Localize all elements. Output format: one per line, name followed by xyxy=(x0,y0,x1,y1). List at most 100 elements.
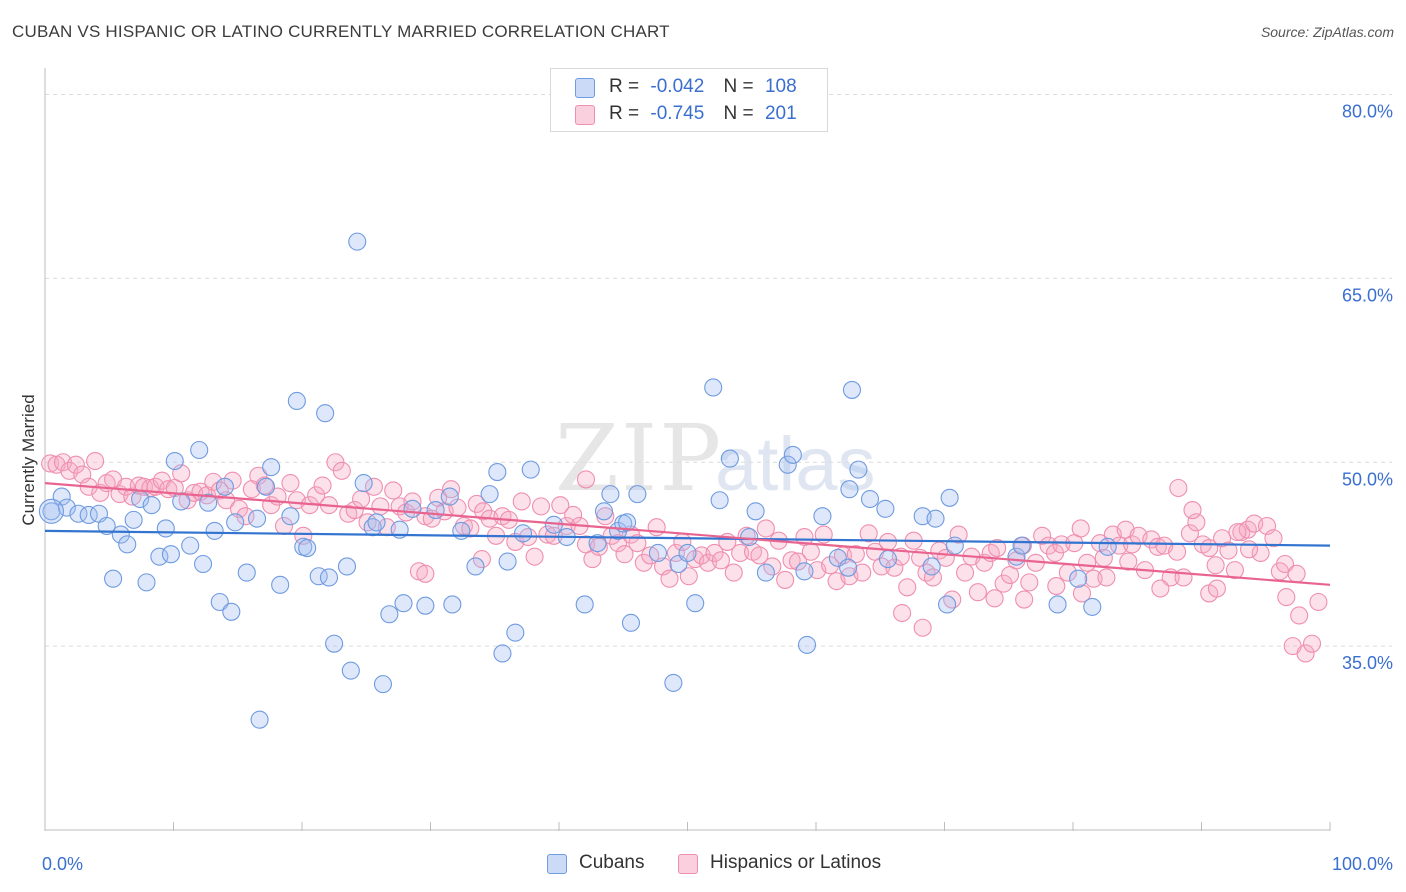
cuban-point xyxy=(594,502,614,521)
hispanic-point xyxy=(371,497,390,516)
cuban-point xyxy=(57,498,76,517)
hispanic-point xyxy=(821,556,840,575)
hispanic-point xyxy=(647,518,666,537)
hispanic-point xyxy=(988,539,1007,558)
cuban-point xyxy=(498,552,517,571)
cuban-point xyxy=(247,509,267,528)
hispanic-point xyxy=(1015,590,1034,609)
cubans-swatch xyxy=(547,854,567,874)
hispanic-point xyxy=(442,480,461,499)
hispanic-point xyxy=(1225,561,1244,580)
hispanic-point xyxy=(525,547,544,566)
hispanic-point xyxy=(1290,606,1309,625)
cuban-point xyxy=(720,449,739,468)
hispanic-point xyxy=(178,491,197,510)
hispanic-point xyxy=(1174,568,1193,587)
cuban-point xyxy=(922,557,941,576)
hispanic-point xyxy=(576,470,596,489)
hispanic-point xyxy=(1151,579,1170,598)
hispanic-point xyxy=(403,492,422,511)
cuban-point xyxy=(860,489,880,509)
cuban-point xyxy=(394,594,413,613)
cuban-point xyxy=(97,516,116,536)
trend-lines xyxy=(44,482,1331,586)
hispanic-point xyxy=(1239,540,1259,559)
cuban-point xyxy=(156,519,175,538)
cuban-point xyxy=(215,477,234,496)
hispanic-point xyxy=(281,474,300,493)
cuban-point xyxy=(648,543,667,563)
cuban-point xyxy=(38,498,64,524)
cubans-swatch xyxy=(575,78,595,98)
cuban-point xyxy=(373,675,393,694)
chart-title: CUBAN VS HISPANIC OR LATINO CURRENTLY MA… xyxy=(12,22,670,41)
cubans-legend-label: Cubans xyxy=(579,852,645,873)
cuban-point xyxy=(842,380,862,399)
cuban-point xyxy=(104,569,123,588)
cuban-point xyxy=(165,451,184,471)
cuban-point xyxy=(575,595,594,614)
hispanic-point xyxy=(1071,519,1090,538)
hispanic-point xyxy=(1119,552,1138,571)
hispanic-point xyxy=(1287,564,1306,583)
hispanic-point xyxy=(1047,577,1066,596)
hispanic-point xyxy=(1302,634,1322,653)
cuban-point xyxy=(137,573,156,592)
cuban-point xyxy=(287,391,306,411)
cuban-point xyxy=(426,501,445,520)
cuban-point xyxy=(250,710,269,729)
cuban-point xyxy=(513,524,533,543)
hispanics-trend-line xyxy=(44,482,1331,586)
cuban-point xyxy=(325,634,344,653)
hispanic-point xyxy=(236,507,255,526)
hispanic-point xyxy=(968,583,987,602)
hispanic-point xyxy=(1275,554,1295,574)
hispanic-point xyxy=(1180,524,1199,543)
hispanic-point xyxy=(898,578,917,597)
cuban-point xyxy=(756,563,775,582)
cuban-point xyxy=(938,595,957,614)
cuban-point xyxy=(256,477,276,496)
hispanic-point xyxy=(255,476,274,495)
cuban-point xyxy=(945,536,964,555)
cuban-point xyxy=(488,463,507,482)
hispanic-point xyxy=(1309,592,1328,612)
cuban-point xyxy=(226,513,245,532)
cuban-point xyxy=(1098,537,1117,556)
hispanic-point xyxy=(313,476,332,495)
hispanic-point xyxy=(474,502,493,521)
cuban-point xyxy=(588,534,607,553)
hispanic-point xyxy=(352,489,371,509)
y-tick-label: 65.0% xyxy=(1342,285,1393,305)
hispanic-point xyxy=(1228,523,1247,542)
hispanic-point xyxy=(1078,553,1097,572)
cuban-point xyxy=(319,568,339,587)
hispanic-point xyxy=(116,477,136,496)
cuban-point xyxy=(849,460,868,479)
tick-labels: 35.0% 50.0% 65.0% 80.0% 0.0% 100.0% Currently … xyxy=(19,102,1393,874)
source-label: Source: ZipAtlas.com xyxy=(1260,24,1394,40)
cuban-point xyxy=(1069,569,1088,588)
cubans-r-value: -0.042 xyxy=(650,76,705,97)
hispanic-point xyxy=(878,532,898,551)
hispanic-point xyxy=(1206,556,1225,575)
hispanic-point xyxy=(705,543,724,563)
cuban-point xyxy=(316,404,335,423)
hispanic-point xyxy=(756,519,775,538)
cuban-point xyxy=(778,455,797,474)
y-axis-title: Currently Married xyxy=(19,394,38,525)
cuban-point xyxy=(341,661,360,680)
hispanic-point xyxy=(711,551,730,570)
cuban-point xyxy=(199,493,218,512)
legend-cubans-label: R = -0.042 N = 108 xyxy=(609,76,797,98)
hispanic-point xyxy=(853,563,872,582)
hispanic-point xyxy=(1033,526,1052,545)
hispanic-point xyxy=(628,534,647,553)
hispanic-point xyxy=(634,553,653,572)
y-tick-label: 50.0% xyxy=(1342,469,1393,489)
hispanic-point xyxy=(1097,568,1116,587)
zipatlas-watermark: ZIP atlas xyxy=(555,405,876,512)
hispanic-point xyxy=(1110,536,1129,555)
correlation-legend: R = -0.042 N = 108 R = -0.745 N = 201 xyxy=(550,68,828,132)
cuban-point xyxy=(142,496,161,515)
